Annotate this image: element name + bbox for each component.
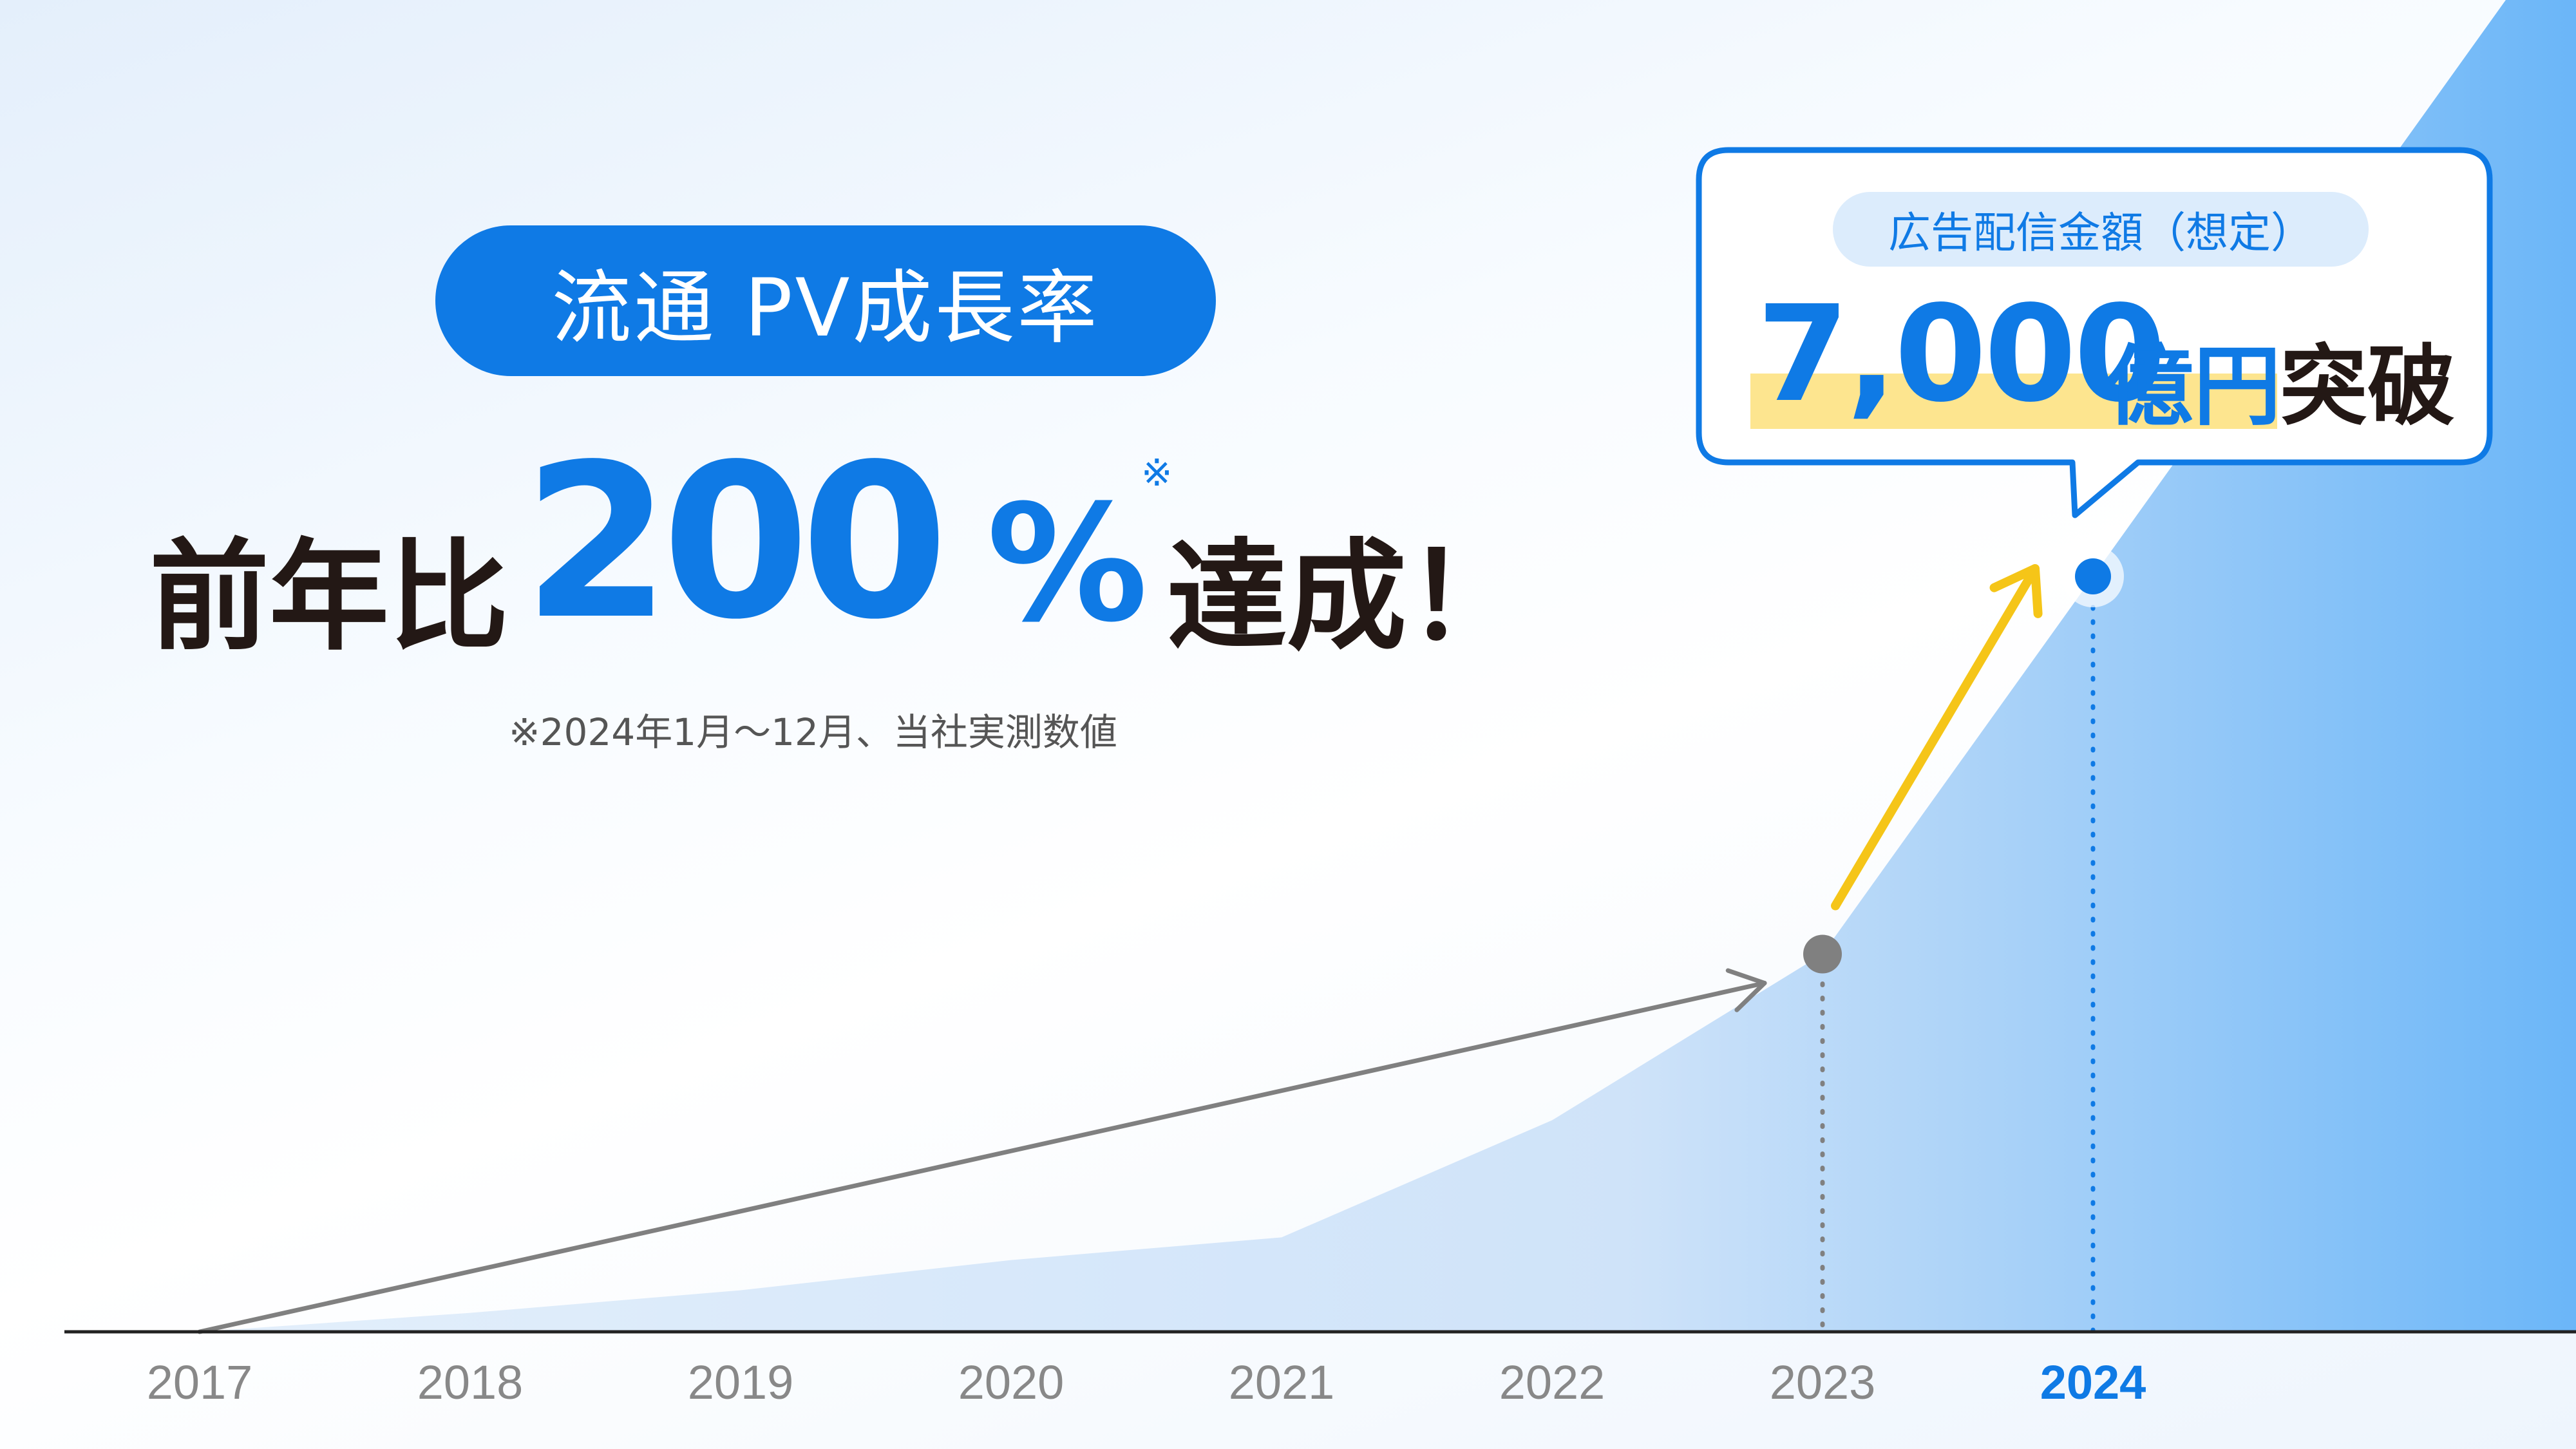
x-tick-label-2018: 2018 [417,1356,524,1409]
ad-spend-amount: 7,000 [1757,277,2166,431]
headline-percent: % [987,470,1148,658]
x-tick-label-2020: 2020 [958,1356,1065,1409]
growth-area [200,0,2576,1332]
ad-spend-suffix: 突破 [2280,336,2455,438]
ad-spend-unit: 億円 [2106,336,2281,438]
headline-number: 200 [523,419,949,666]
pv-growth-badge-label: 流通 PV成長率 [551,262,1100,355]
yellow-growth-arrow [1831,564,2040,911]
x-tick-label-2023: 2023 [1770,1356,1876,1409]
gray-trend-arrow [197,981,1767,1334]
gray-arrow-head [1725,968,1767,1012]
ad-spend-badge-label: 広告配信金額（想定） [1888,208,2313,258]
footnote: ※2024年1月〜12月、当社実測数値 [509,710,1117,754]
ad-spend-highlight [1750,374,2277,429]
x-tick-label-2019: 2019 [688,1356,794,1409]
pv-growth-badge: 流通 PV成長率 [435,225,1216,376]
headline-suffix: 達成！ [1167,527,1527,667]
ad-spend-badge: 広告配信金額（想定） [1833,192,2369,267]
x-tick-label-2024: 2024 [2040,1356,2146,1409]
x-tick-label-2017: 2017 [147,1356,253,1409]
headline-note-mark: ※ [1141,451,1173,495]
headline-prefix: 前年比 [149,527,509,667]
x-tick-label-2022: 2022 [1499,1356,1605,1409]
marker-2023 [1803,934,1842,974]
x-tick-label-2021: 2021 [1229,1356,1335,1409]
yellow-arrow-head [1989,564,2043,618]
marker-2024 [2075,558,2111,594]
